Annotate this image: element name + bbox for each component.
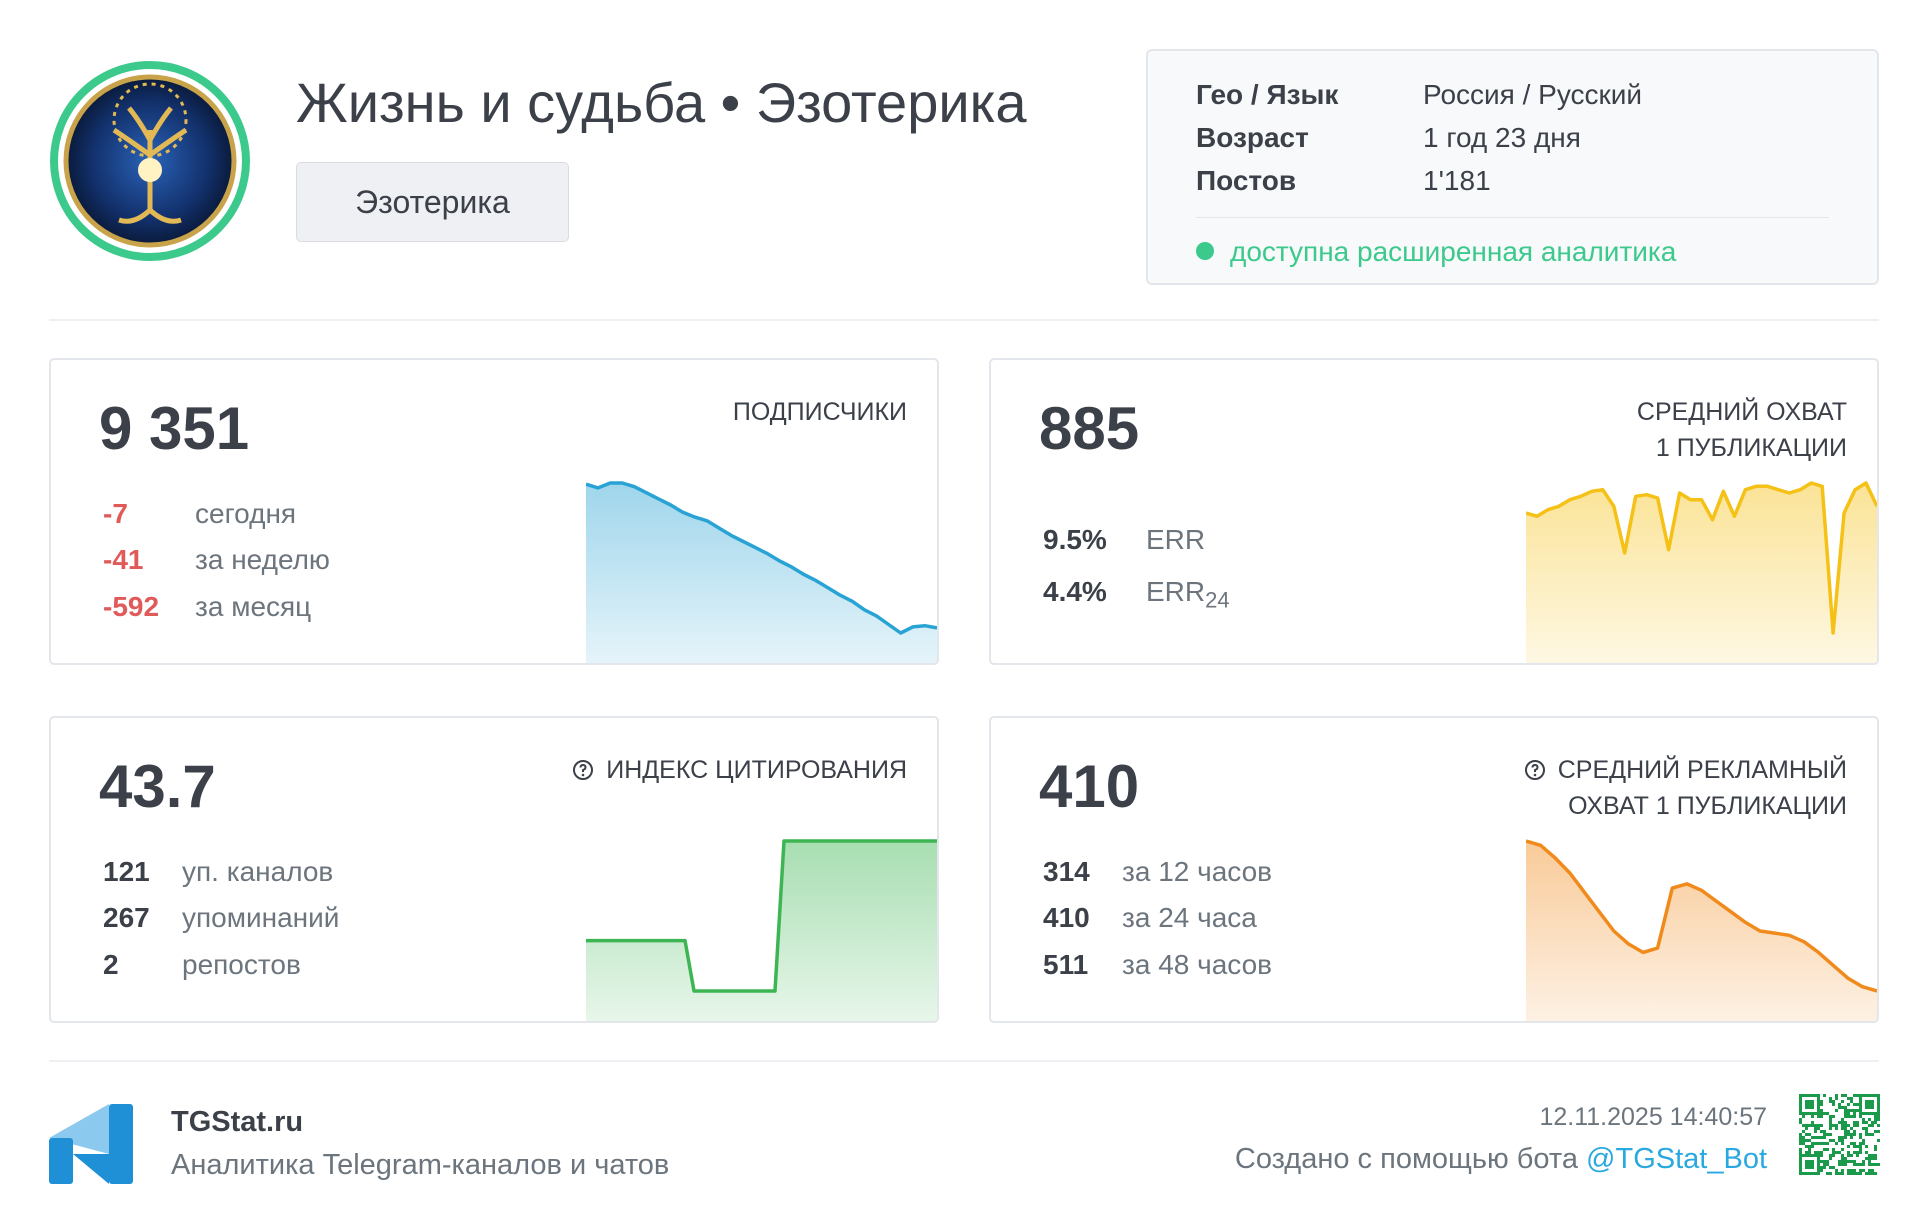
card-title-line: СРЕДНИЙ РЕКЛАМНЫЙ [1524,752,1847,788]
stat-label: за 48 часов [1122,949,1273,980]
stat-value: -7 [103,498,128,529]
stat-label: ERR24 [1146,576,1230,613]
card-value: 885 [1039,395,1140,462]
stat-cards: 9 351 ПОДПИСЧИКИ -7 сегодня -41 за неделю -592… [49,358,1879,1023]
card-title-line: ОХВАТ 1 ПУБЛИКАЦИИ [1568,792,1847,820]
card-title-line: СРЕДНИЙ ОХВАТ [1636,398,1847,426]
separator [49,1060,1879,1062]
sparkline-line [586,481,937,635]
sparkline [1526,481,1877,663]
sparkline-area [586,483,937,663]
card-title: СРЕДНИЙ РЕКЛАМНЫЙ ОХВАТ 1 ПУБЛИКАЦИИ [1524,752,1847,824]
stat-label: репостов [182,949,301,980]
card-title: ПОДПИСЧИКИ [733,394,907,430]
stat-label: ERR [1146,524,1206,555]
stat-value: 410 [1043,902,1090,933]
info-label: Гео / Язык [1196,79,1339,110]
analytics-status: доступна расширенная аналитика [1196,236,1676,268]
stat-label: уп. каналов [182,856,334,887]
divider [1196,217,1829,218]
tgstat-logo [49,1104,133,1184]
avatar [50,61,250,261]
sparkline-area [586,841,937,1021]
sparkline-line [1526,839,1877,993]
qr-code [1799,1094,1880,1175]
stat-label-sub: 24 [1205,587,1230,613]
card-title: СРЕДНИЙ ОХВАТ 1 ПУБЛИКАЦИИ [1637,394,1847,466]
stat-card: 410 СРЕДНИЙ РЕКЛАМНЫЙ ОХВАТ 1 ПУБЛИКАЦИИ 31… [989,716,1879,1023]
stat-label: за неделю [195,544,330,575]
stat-value: 2 [103,949,119,980]
card-value: 410 [1039,753,1140,820]
card-title-line: 1 ПУБЛИКАЦИИ [1655,434,1847,462]
info-box: Гео / Язык Россия / Русский Возраст 1 го… [1146,49,1879,285]
sparkline [586,839,937,1021]
sparkline-line [1526,481,1877,635]
sparkline-line [586,839,937,993]
brand-name: TGStat.ru [171,1106,304,1138]
category-tag[interactable]: Эзотерика [296,162,569,242]
sparkline [1526,839,1877,1021]
card-title: ИНДЕКС ЦИТИРОВАНИЯ [572,752,907,788]
stat-label: за месяц [195,591,312,622]
separator [49,319,1879,321]
sparkline [586,481,937,663]
stat-card: 9 351 ПОДПИСЧИКИ -7 сегодня -41 за неделю -592… [49,358,939,665]
info-label: Постов [1196,165,1297,196]
stat-card: 885 СРЕДНИЙ ОХВАТ 1 ПУБЛИКАЦИИ 9.5% ERR 4.4% E… [989,358,1879,665]
stat-value: 511 [1043,949,1089,980]
help-icon[interactable] [1524,759,1546,781]
info-value: Россия / Русский [1423,79,1643,110]
stat-value: 267 [103,902,150,933]
credit: Создано с помощью бота @TGStat_Bot [1235,1143,1767,1176]
stat-card: 43.7 ИНДЕКС ЦИТИРОВАНИЯ 121 уп. каналов 267 у… [49,716,939,1023]
info-label: Возраст [1196,122,1309,153]
channel-title: Жизнь и судьба • Эзотерика [296,71,1027,134]
card-value: 43.7 [99,753,216,820]
stat-label: за 24 часа [1122,902,1257,933]
credit-text: Создано с помощью бота [1234,1143,1578,1175]
info-value: 1'181 [1423,165,1491,196]
stat-label: за 12 часов [1122,856,1273,887]
sparkline-area [1526,483,1877,663]
card-value: 9 351 [99,395,250,462]
stat-value: 4.4% [1043,576,1107,607]
help-icon[interactable] [572,759,594,781]
bot-link[interactable]: @TGStat_Bot [1586,1143,1767,1175]
card-title-line: ПОДПИСЧИКИ [732,398,907,426]
stat-value: 9.5% [1043,524,1107,555]
stat-value: -592 [103,591,160,622]
card-title-line: ИНДЕКС ЦИТИРОВАНИЯ [572,752,907,788]
stat-value: 314 [1043,856,1090,887]
stat-value: 121 [103,856,150,887]
sparkline-area [1526,841,1877,1021]
info-value: 1 год 23 дня [1423,122,1581,153]
stat-label: упоминаний [182,902,340,933]
brand-subtitle: Аналитика Telegram-каналов и чатов [171,1149,670,1181]
stat-label: сегодня [195,498,297,529]
stat-value: -41 [103,544,144,575]
timestamp: 12.11.2025 14:40:57 [1539,1103,1767,1131]
